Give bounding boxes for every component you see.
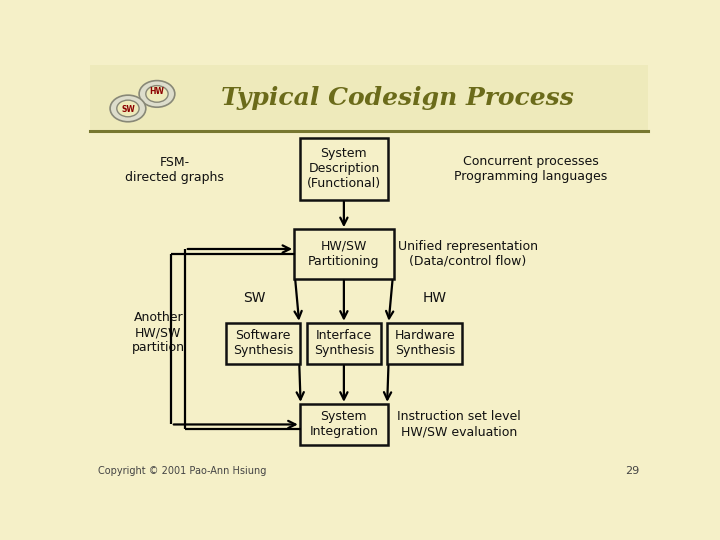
Text: FSM-
directed graphs: FSM- directed graphs [125,156,224,184]
Text: System
Integration: System Integration [310,410,378,438]
Text: Another
HW/SW
partition: Another HW/SW partition [132,312,185,354]
Text: Typical Codesign Process: Typical Codesign Process [221,86,574,110]
Text: Interface
Synthesis: Interface Synthesis [314,329,374,357]
Circle shape [145,85,168,102]
Text: HW: HW [150,87,164,96]
FancyBboxPatch shape [387,323,462,364]
Text: HW: HW [423,291,447,305]
Text: Concurrent processes
Programming languages: Concurrent processes Programming languag… [454,155,607,183]
FancyBboxPatch shape [307,323,382,364]
Text: SW: SW [121,105,135,114]
FancyBboxPatch shape [225,323,300,364]
Text: Software
Synthesis: Software Synthesis [233,329,293,357]
Bar [90,65,648,131]
Circle shape [110,95,145,122]
Text: SW: SW [243,291,266,305]
Text: Copyright © 2001 Pao-Ann Hsiung: Copyright © 2001 Pao-Ann Hsiung [99,465,266,476]
Text: Instruction set level
HW/SW evaluation: Instruction set level HW/SW evaluation [397,410,521,438]
Text: Unified representation
(Data/control flow): Unified representation (Data/control flo… [398,240,538,268]
Circle shape [139,80,175,107]
Text: System
Description
(Functional): System Description (Functional) [307,147,381,190]
FancyBboxPatch shape [300,404,388,445]
Circle shape [117,100,139,117]
FancyBboxPatch shape [300,138,388,200]
FancyBboxPatch shape [294,230,394,279]
Text: 29: 29 [626,465,639,476]
Ellipse shape [135,99,150,104]
Text: Hardware
Synthesis: Hardware Synthesis [395,329,455,357]
Text: HW/SW
Partitioning: HW/SW Partitioning [308,240,379,268]
